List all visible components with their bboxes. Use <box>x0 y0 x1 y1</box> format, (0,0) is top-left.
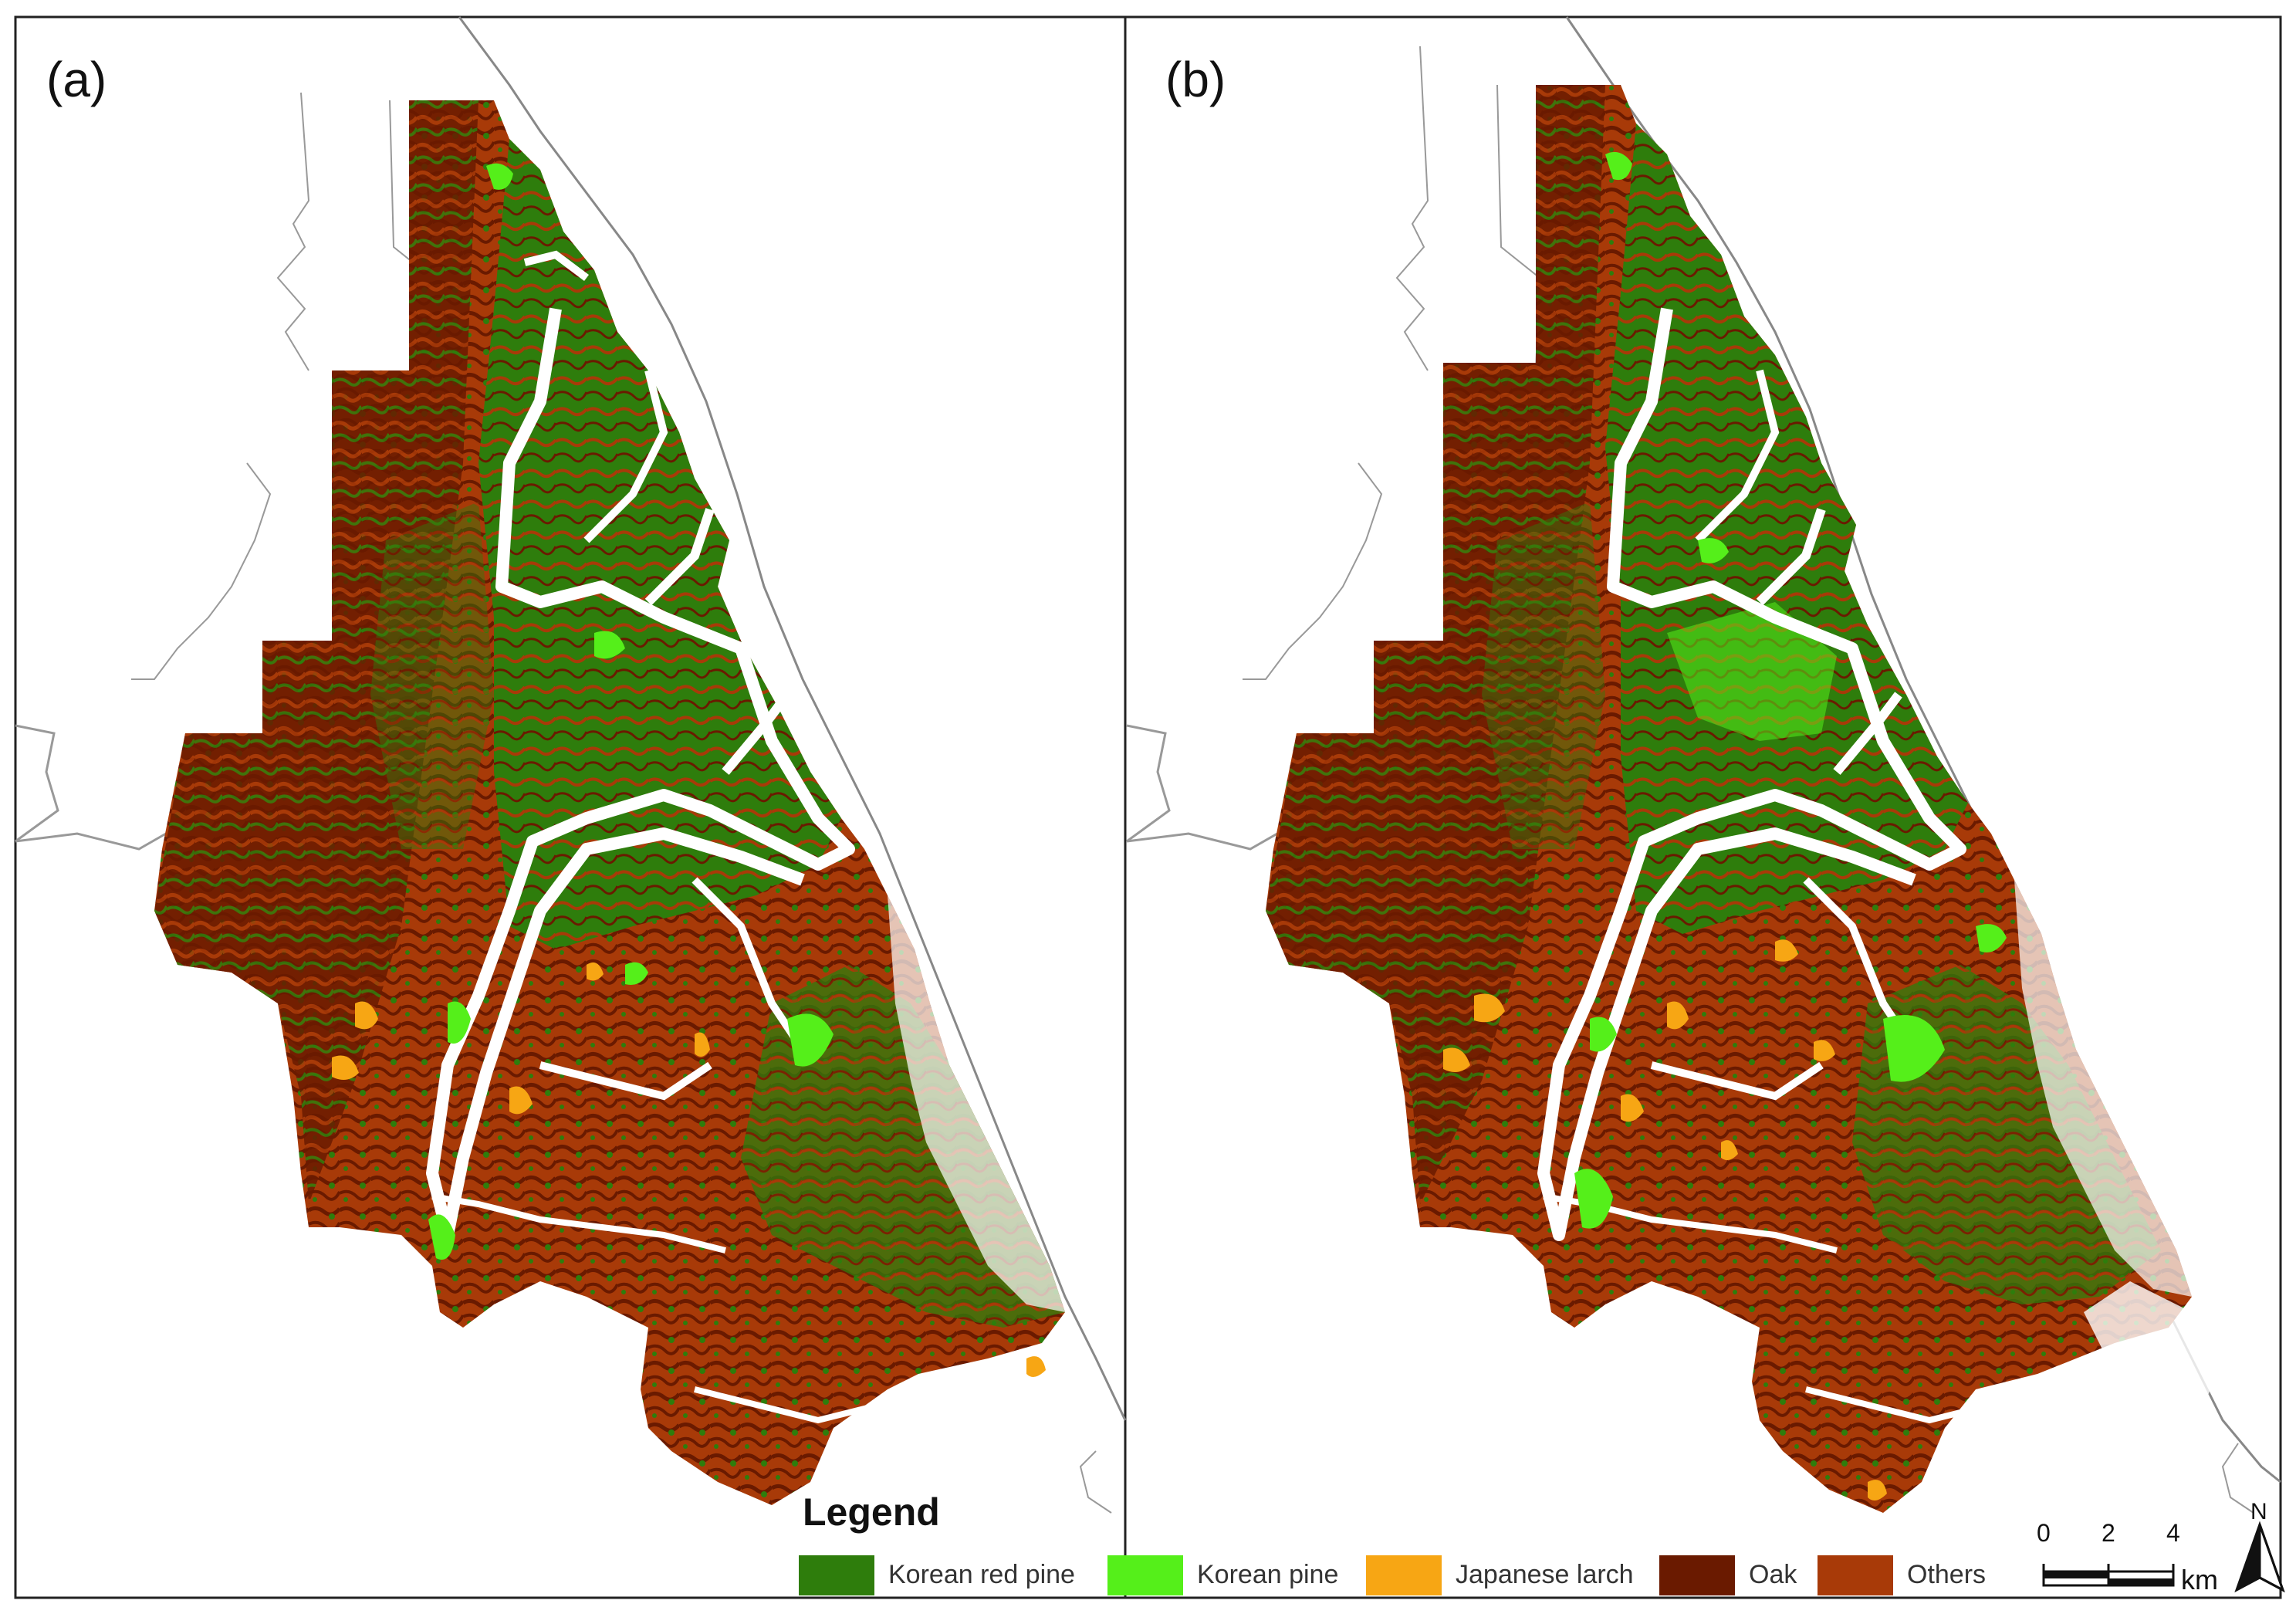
scale-bar <box>2042 1564 2175 1587</box>
legend-label: Japanese larch <box>1456 1560 1634 1589</box>
map-panel-a <box>15 16 1127 1514</box>
legend-label: Korean red pine <box>888 1560 1075 1589</box>
legend-label: Korean pine <box>1197 1560 1339 1589</box>
legend-item-korean-pine: Korean pine <box>1107 1554 1338 1596</box>
legend-swatch <box>1659 1555 1735 1595</box>
north-arrow-icon <box>2234 1521 2285 1593</box>
legend-item-japanese-larch: Japanese larch <box>1366 1554 1634 1596</box>
legend-item-korean-red-pine: Korean red pine <box>799 1554 1075 1596</box>
legend-swatch <box>799 1555 874 1595</box>
legend-swatch <box>1366 1555 1442 1595</box>
scale-tick-label: 4 <box>2166 1519 2180 1547</box>
legend-swatch <box>1107 1555 1183 1595</box>
panel-label-a: (a) <box>46 52 107 107</box>
map-panel-b <box>1126 16 2281 1514</box>
legend-label: Oak <box>1749 1560 1797 1589</box>
scale-tick-label: 2 <box>2102 1519 2115 1547</box>
legend-swatch <box>1818 1555 1893 1595</box>
legend-title: Legend <box>803 1490 940 1534</box>
legend-item-oak: Oak <box>1659 1554 1797 1596</box>
legend-item-others: Others <box>1818 1554 1986 1596</box>
scale-unit: km <box>2181 1564 2218 1595</box>
legend-label: Others <box>1907 1560 1987 1589</box>
scale-tick-label: 0 <box>2037 1519 2051 1547</box>
panel-label-b: (b) <box>1165 52 1226 107</box>
north-label: N <box>2250 1499 2267 1524</box>
